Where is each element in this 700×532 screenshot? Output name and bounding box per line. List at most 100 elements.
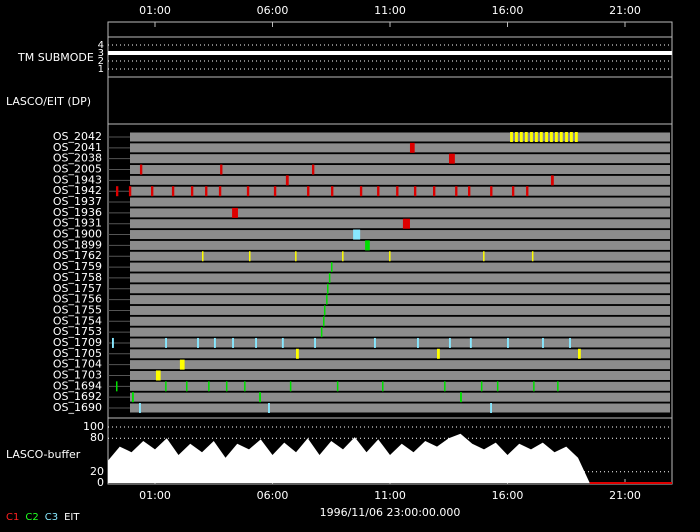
x-tick-label: 11:00: [374, 4, 406, 17]
schedule-event: [515, 132, 518, 142]
schedule-event: [480, 381, 483, 392]
schedule-event: [115, 381, 118, 392]
schedule-event: [289, 381, 292, 392]
row-label: OS_1756: [53, 293, 102, 306]
row-band: [130, 273, 670, 283]
legend-entry: C3: [45, 512, 58, 523]
schedule-event: [490, 186, 493, 197]
row-band: [130, 251, 670, 261]
schedule-event: [448, 153, 455, 164]
schedule-event: [574, 132, 578, 142]
row-band: [130, 338, 670, 348]
row-label: OS_1755: [53, 303, 102, 316]
schedule-event: [326, 294, 328, 305]
row-label: OS_2041: [53, 141, 102, 154]
schedule-event: [171, 186, 175, 197]
schedule-event: [507, 337, 509, 348]
schedule-event: [402, 218, 410, 229]
schedule-event: [578, 348, 581, 359]
schedule-event: [246, 186, 250, 197]
schedule-event: [557, 381, 559, 392]
schedule-event: [244, 381, 246, 392]
schedule-event: [510, 132, 513, 142]
schedule-event: [389, 251, 391, 262]
buffer-area: [108, 433, 590, 483]
x-tick-label: 06:00: [257, 489, 289, 502]
schedule-event: [542, 337, 544, 348]
schedule-event: [179, 359, 185, 370]
schedule-event: [374, 337, 376, 348]
schedule-event: [131, 392, 134, 403]
row-band: [130, 240, 670, 250]
row-label: OS_1705: [53, 347, 102, 360]
schedule-event: [377, 186, 380, 197]
schedule-event: [336, 381, 339, 392]
schedule-event: [531, 251, 534, 262]
schedule-event: [311, 164, 315, 175]
schedule-event: [320, 327, 323, 338]
schedule-event: [455, 186, 458, 197]
schedule-event: [323, 316, 325, 327]
row-band: [130, 132, 670, 142]
schedule-event: [353, 229, 361, 240]
row-label: OS_1942: [53, 184, 102, 197]
row-label: OS_1753: [53, 325, 102, 338]
row-label: OS_1709: [53, 336, 102, 349]
row-band: [130, 327, 670, 337]
row-label: OS_1692: [53, 390, 102, 403]
schedule-event: [448, 337, 451, 348]
x-tick-label: 06:00: [257, 4, 289, 17]
row-label: OS_1694: [53, 379, 102, 392]
row-band: [130, 360, 670, 370]
row-band: [130, 305, 670, 315]
row-label: OS_1690: [53, 401, 102, 414]
row-label: OS_2038: [53, 152, 102, 165]
row-band: [130, 381, 670, 391]
schedule-event: [202, 251, 204, 262]
schedule-event: [569, 337, 571, 348]
schedule-event: [281, 337, 284, 348]
row-label: OS_1704: [53, 358, 102, 371]
row-band: [130, 403, 670, 413]
date-label: 1996/11/06 23:00:00.000: [320, 506, 461, 519]
schedule-label: LASCO/EIT (DP): [6, 95, 91, 108]
y-tick-label: 4: [98, 40, 104, 51]
schedule-event: [539, 132, 543, 142]
y-tick-label: 1: [98, 64, 104, 75]
row-band: [130, 186, 670, 196]
schedule-event: [128, 186, 132, 197]
schedule-event: [433, 186, 436, 197]
legend-entry: EIT: [64, 512, 80, 523]
schedule-event: [232, 337, 234, 348]
row-label: OS_1900: [53, 228, 102, 241]
schedule-event: [444, 381, 446, 392]
buffer-label: LASCO-buffer: [6, 448, 81, 461]
row-band: [130, 208, 670, 218]
schedule-event: [496, 381, 499, 392]
schedule-event: [218, 186, 222, 197]
row-band: [130, 349, 670, 359]
row-label: OS_1703: [53, 368, 102, 381]
row-label: OS_1758: [53, 271, 102, 284]
schedule-event: [396, 186, 399, 197]
x-tick-label: 16:00: [492, 489, 524, 502]
row-band: [130, 370, 670, 380]
row-label: OS_2042: [53, 130, 102, 143]
schedule-event: [197, 337, 199, 348]
schedule-event: [530, 132, 533, 142]
schedule-event: [328, 272, 331, 283]
row-label: OS_1943: [53, 173, 102, 186]
schedule-event: [331, 186, 334, 197]
schedule-event: [524, 132, 528, 142]
schedule-event: [190, 186, 194, 197]
x-tick-label: 16:00: [492, 4, 524, 17]
schedule-event: [307, 186, 310, 197]
schedule-event: [115, 186, 119, 197]
row-label: OS_1931: [53, 217, 102, 230]
schedule-event: [155, 370, 161, 381]
y-tick-label: 100: [83, 420, 104, 433]
row-label: OS_2005: [53, 163, 102, 176]
x-tick-label: 21:00: [609, 489, 641, 502]
